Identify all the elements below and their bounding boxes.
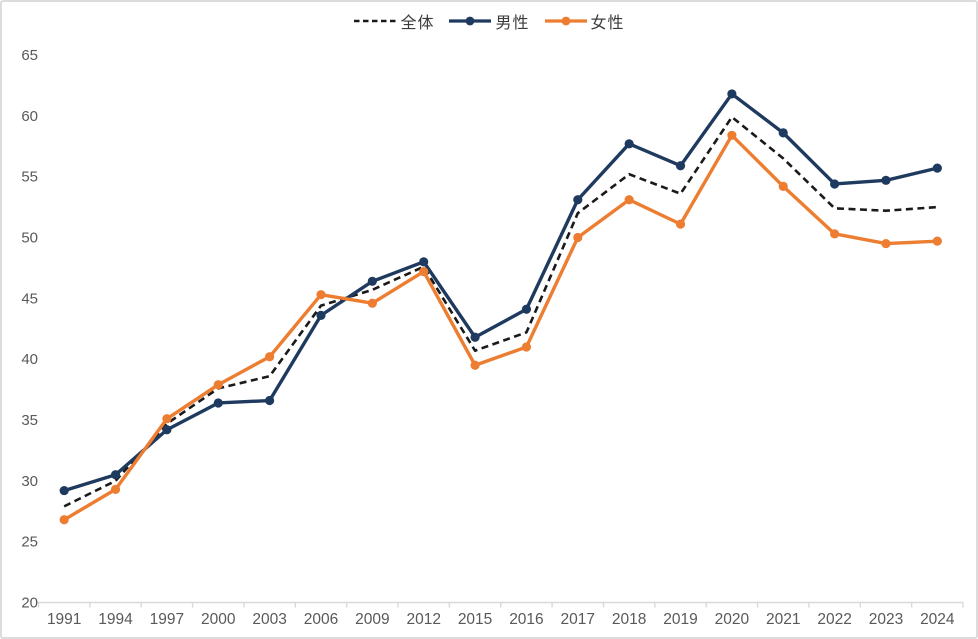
data-point-female bbox=[419, 266, 429, 277]
x-axis-label: 2009 bbox=[355, 611, 389, 628]
y-axis-label: 50 bbox=[21, 230, 38, 247]
data-point-male bbox=[573, 195, 583, 205]
series-male bbox=[59, 89, 942, 496]
x-axis-label: 1994 bbox=[98, 611, 133, 628]
y-axis-label: 45 bbox=[21, 290, 38, 307]
data-point-male bbox=[521, 304, 532, 314]
data-point-male bbox=[829, 179, 840, 189]
data-point-female bbox=[110, 484, 121, 494]
series-line-female bbox=[62, 133, 940, 522]
data-point-male bbox=[470, 332, 480, 342]
legend-item-male: 男性 bbox=[448, 9, 529, 33]
y-axis-label: 55 bbox=[21, 169, 38, 186]
data-point-female bbox=[213, 380, 223, 390]
x-axis-label: 2000 bbox=[201, 611, 236, 628]
data-point-male bbox=[316, 310, 326, 320]
data-point-female bbox=[881, 238, 891, 249]
data-point-male bbox=[265, 395, 275, 406]
data-point-female bbox=[316, 290, 326, 300]
data-point-male bbox=[881, 175, 891, 185]
data-point-female bbox=[932, 236, 942, 246]
x-axis bbox=[37, 601, 964, 608]
data-point-male bbox=[675, 161, 686, 171]
y-axis-labels: 65 60 55 50 45 40 35 30 25 20 bbox=[21, 47, 38, 612]
legend-item-overall: 全体 bbox=[353, 9, 434, 33]
chart-legend: 全体 男性 女性 bbox=[2, 9, 976, 33]
x-axis-label: 2024 bbox=[920, 611, 955, 628]
legend-label-overall: 全体 bbox=[400, 15, 435, 32]
data-point-female bbox=[727, 130, 737, 140]
x-axis-label: 2021 bbox=[766, 611, 800, 628]
legend-swatch-female-line bbox=[544, 16, 587, 26]
data-point-female bbox=[778, 181, 788, 191]
y-axis-label: 65 bbox=[21, 47, 38, 64]
x-axis-label: 1997 bbox=[150, 611, 184, 628]
y-axis-label: 60 bbox=[21, 108, 38, 125]
data-point-female bbox=[470, 360, 480, 370]
data-point-male bbox=[213, 398, 223, 408]
data-point-female bbox=[59, 515, 69, 525]
x-axis-label: 2015 bbox=[458, 611, 492, 628]
data-point-male bbox=[59, 485, 69, 496]
data-point-male bbox=[110, 470, 121, 480]
legend-swatch-male-line bbox=[449, 16, 492, 26]
y-axis-label: 40 bbox=[21, 351, 38, 368]
x-axis-label: 2020 bbox=[715, 611, 750, 628]
legend-item-female: 女性 bbox=[544, 9, 625, 33]
data-point-female bbox=[675, 219, 686, 229]
x-axis-label: 2012 bbox=[406, 611, 440, 628]
data-point-female bbox=[624, 195, 634, 205]
data-point-female bbox=[162, 414, 172, 424]
series-line-male bbox=[62, 92, 940, 493]
x-axis-labels: 1991 1994 1997 2000 2003 2006 2009 2012 2015 2016… bbox=[47, 611, 955, 628]
y-axis-label: 30 bbox=[21, 473, 38, 490]
legend-swatch-dashed-line bbox=[354, 19, 397, 23]
series-overall bbox=[63, 115, 938, 508]
x-axis-label: 2022 bbox=[817, 611, 851, 628]
x-axis-label: 2003 bbox=[252, 611, 286, 628]
x-axis-label: 2023 bbox=[869, 611, 903, 628]
x-axis-label: 2018 bbox=[612, 611, 646, 628]
x-axis-label: 1991 bbox=[47, 611, 81, 628]
x-axis-label: 2016 bbox=[509, 611, 543, 628]
x-axis-label: 2017 bbox=[561, 611, 595, 628]
y-axis-label: 35 bbox=[21, 412, 38, 429]
series-line-overall bbox=[63, 115, 938, 508]
y-axis-label: 20 bbox=[21, 595, 38, 612]
x-axis-label: 2006 bbox=[304, 611, 338, 628]
series-female bbox=[59, 130, 942, 525]
data-point-female bbox=[829, 229, 840, 239]
legend-label-male: 男性 bbox=[495, 15, 530, 32]
data-point-male bbox=[367, 276, 377, 286]
data-point-female bbox=[367, 298, 377, 308]
data-point-male bbox=[419, 257, 429, 267]
data-point-male bbox=[162, 425, 172, 435]
data-point-male bbox=[778, 128, 788, 138]
x-axis-label: 2019 bbox=[663, 611, 697, 628]
legend-label-female: 女性 bbox=[590, 15, 625, 32]
data-point-female bbox=[573, 232, 583, 243]
data-point-male bbox=[624, 139, 634, 149]
legend-marker-dot bbox=[561, 16, 570, 26]
y-axis-label: 25 bbox=[21, 534, 38, 551]
data-point-male bbox=[727, 89, 737, 99]
data-point-female bbox=[265, 352, 275, 362]
legend-marker-dot bbox=[466, 16, 475, 26]
data-point-male bbox=[932, 163, 942, 173]
data-point-female bbox=[521, 342, 532, 352]
